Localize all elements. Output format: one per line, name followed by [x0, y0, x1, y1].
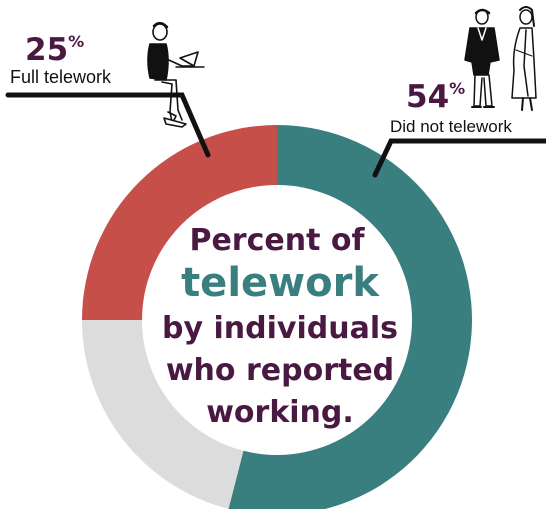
full-telework-percent: 25% — [25, 32, 84, 68]
center-title-line-2: telework — [181, 260, 380, 306]
donut-hole — [142, 185, 412, 455]
center-title-line-3: by individuals — [162, 311, 398, 346]
center-title-line-5: working. — [206, 395, 354, 430]
center-title: Percent of telework by individuals who r… — [162, 223, 398, 430]
did-not-telework-leader-line — [372, 138, 546, 178]
did-not-telework-label: Did not telework — [390, 117, 512, 136]
center-title-line-1: Percent of — [189, 223, 365, 258]
full-telework-leader-line — [5, 92, 211, 158]
full-telework-label: Full telework — [10, 67, 112, 87]
center-title-line-4: who reported — [166, 353, 394, 388]
standing-people-illustration — [464, 6, 537, 111]
did-not-telework-percent: 54% — [406, 79, 465, 115]
person-with-laptop-illustration — [147, 22, 205, 128]
